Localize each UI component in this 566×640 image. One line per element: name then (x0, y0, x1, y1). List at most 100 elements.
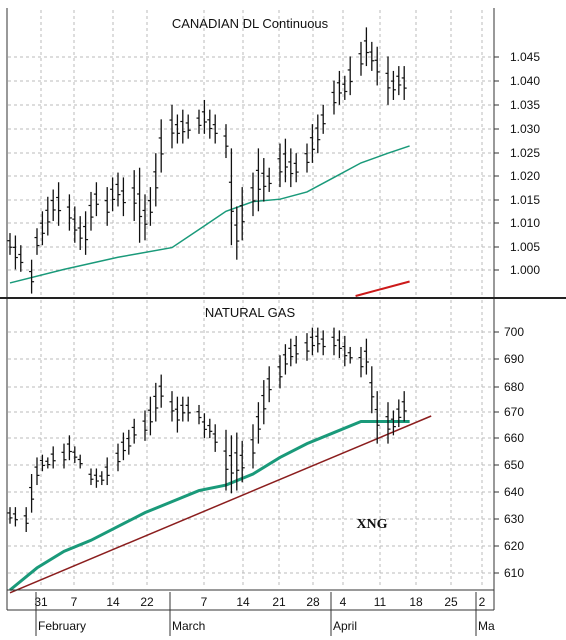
y-tick-label: 610 (504, 566, 524, 580)
price-bar (277, 143, 283, 188)
x-day-label: 4 (340, 595, 347, 609)
price-bar (212, 114, 218, 144)
price-bar (12, 235, 18, 270)
price-bar (142, 194, 148, 241)
price-bar (250, 172, 256, 217)
price-bar (120, 177, 126, 217)
price-bar (347, 346, 353, 364)
y-tick-label: 660 (504, 431, 524, 445)
price-bar (363, 338, 369, 375)
cad-chart-title: CANADIAN DL Continuous (172, 16, 329, 31)
price-bar (282, 138, 288, 183)
price-bar (196, 404, 202, 425)
price-bar (12, 507, 18, 527)
price-bar (66, 194, 72, 231)
price-bar (169, 391, 175, 422)
price-bar (342, 335, 348, 367)
price-bar (29, 259, 35, 294)
y-tick-label: 630 (504, 512, 524, 526)
price-bar (228, 435, 234, 494)
price-bar (66, 435, 72, 461)
price-bar (309, 124, 315, 163)
price-bar (385, 56, 391, 105)
price-bar (293, 335, 299, 364)
price-bar (228, 148, 234, 246)
y-tick-label: 1.045 (510, 50, 540, 64)
price-bar (83, 211, 89, 255)
price-bar (88, 191, 94, 231)
y-tick-label: 1.000 (510, 263, 540, 277)
price-bar (331, 80, 337, 115)
y-tick-label: 690 (504, 352, 524, 366)
grid-lines (8, 10, 493, 588)
price-bar (50, 446, 56, 469)
price-bar (401, 391, 407, 422)
price-bar (131, 170, 137, 221)
price-bar (223, 124, 229, 159)
price-bar (390, 70, 396, 100)
price-bar (342, 75, 348, 100)
price-bar (315, 114, 321, 154)
x-day-label: 2 (479, 595, 486, 609)
price-bar (385, 402, 391, 444)
price-bar (277, 355, 283, 389)
price-bar (288, 338, 294, 367)
price-bar (23, 507, 29, 532)
price-bar (293, 153, 299, 183)
y-tick-label: 1.025 (510, 146, 540, 160)
price-bar (169, 104, 175, 149)
price-bar (239, 187, 245, 241)
price-bar (315, 327, 321, 353)
price-bar (266, 366, 272, 403)
y-tick-label: 1.010 (510, 216, 540, 230)
price-bar (137, 167, 143, 243)
y-tick-label: 680 (504, 380, 524, 394)
x-day-label: 31 (34, 595, 48, 609)
y-tick-label: 640 (504, 485, 524, 499)
price-bar (212, 424, 218, 452)
price-bar (331, 327, 337, 356)
x-day-label: 28 (306, 595, 320, 609)
price-bar (104, 187, 110, 226)
price-bar (174, 114, 180, 144)
price-bar (77, 454, 83, 469)
price-bar (201, 99, 207, 134)
price-bar (158, 119, 164, 173)
price-bar (142, 410, 148, 441)
y-tick-label: 1.005 (510, 240, 540, 254)
price-bar (401, 66, 407, 100)
x-day-label: 7 (71, 595, 78, 609)
price-bar (174, 396, 180, 433)
price-bar (358, 346, 364, 378)
price-bar (320, 330, 326, 356)
price-bar (358, 41, 364, 76)
price-bar (18, 245, 24, 272)
price-bar (185, 396, 191, 422)
price-bar (255, 148, 261, 212)
x-day-label: 25 (444, 595, 458, 609)
price-bar (196, 109, 202, 134)
price-bar (320, 104, 326, 134)
x-day-label: 11 (374, 595, 387, 609)
y-tick-label: 650 (504, 458, 524, 472)
price-bar (374, 391, 380, 444)
price-bar (153, 153, 159, 207)
price-bar (180, 396, 186, 422)
price-bar (239, 440, 245, 483)
price-bar (234, 206, 240, 260)
price-bar (50, 189, 56, 221)
price-bar (39, 454, 45, 472)
price-bar (88, 468, 94, 486)
price-bar (45, 457, 51, 469)
x-month-label: Ma (478, 619, 495, 633)
price-bar (147, 187, 153, 226)
price-bar (396, 399, 402, 428)
x-axis-ticks: 31 7 14 22 7 14 21 28 4 11 18 25 2 February March April… (34, 592, 495, 636)
price-bar (304, 333, 310, 361)
price-bar (396, 66, 402, 96)
chart-frame (0, 8, 566, 611)
price-bar (7, 507, 13, 524)
price-bar (45, 196, 51, 236)
trend-line (9, 415, 432, 594)
